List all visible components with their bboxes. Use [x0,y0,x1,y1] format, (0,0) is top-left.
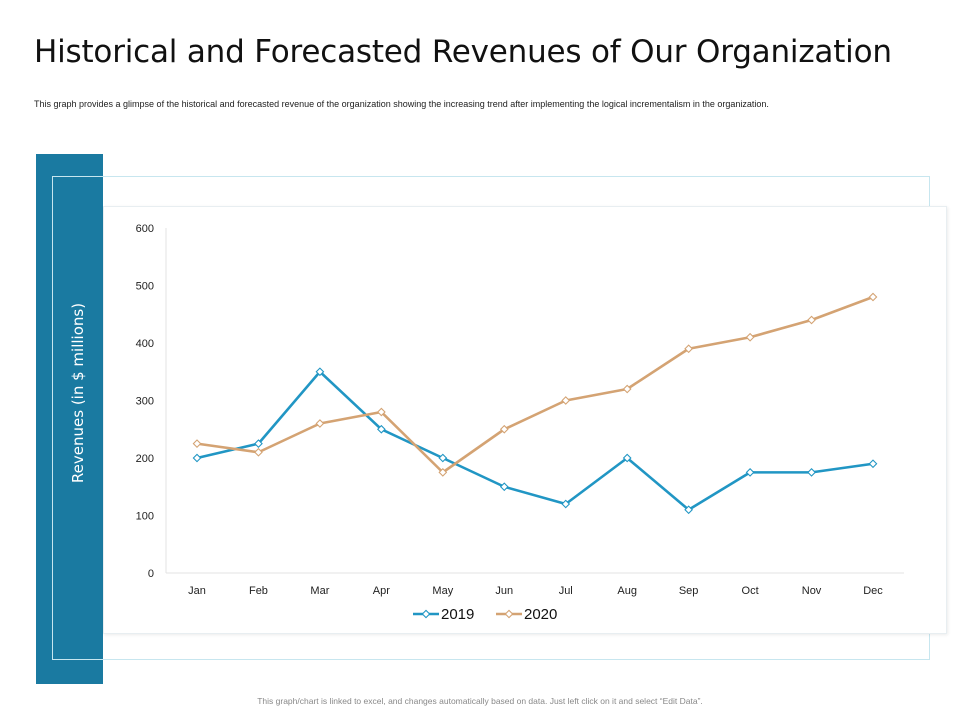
page-subtitle: This graph provides a glimpse of the his… [34,99,769,109]
data-point-2019 [684,505,694,515]
data-point-2019 [254,439,263,449]
data-point-2020 [376,407,386,417]
x-tick-label: Nov [802,585,822,597]
x-tick-label: Dec [863,585,883,597]
data-point-2019 [376,424,386,434]
x-tick-label: Feb [249,585,268,597]
data-point-2020 [192,439,202,449]
legend-label-2020: 2020 [524,606,557,623]
data-point-2019 [561,499,571,509]
data-point-2020 [254,447,263,457]
page-title: Historical and Forecasted Revenues of Ou… [34,34,892,70]
data-point-2019 [315,367,325,377]
data-point-2019 [622,453,632,463]
legend-marker-2020 [504,609,514,619]
x-tick-label: Apr [373,585,390,597]
y-tick-label: 300 [136,396,154,408]
y-tick-label: 200 [136,453,154,465]
data-point-2020 [315,419,325,428]
data-point-2020 [438,467,448,477]
data-point-2020 [561,396,571,405]
x-tick-label: Jun [495,585,513,597]
y-tick-label: 600 [136,223,154,235]
data-point-2020 [807,315,816,325]
data-point-2020 [684,344,694,354]
y-tick-label: 500 [136,281,154,293]
x-tick-label: Jul [559,585,573,597]
footer-note: This graph/chart is linked to excel, and… [257,696,703,706]
data-point-2019 [192,453,202,463]
y-tick-label: 400 [136,338,154,350]
side-accent-bar [36,154,103,684]
legend-label-2019: 2019 [441,606,474,623]
data-point-2020 [499,424,509,434]
data-point-2019 [745,467,755,477]
data-point-2019 [438,453,448,463]
series-line-2019 [195,370,875,512]
data-point-2020 [745,332,755,342]
data-point-2020 [622,384,632,394]
legend-marker-2019 [421,609,431,619]
data-point-2019 [868,459,878,469]
series-line-2020 [195,295,875,474]
x-tick-label: Sep [679,585,699,597]
data-point-2020 [868,292,878,302]
data-point-2019 [499,482,509,492]
x-tick-label: Mar [310,585,329,597]
data-point-2019 [807,467,816,477]
x-tick-label: Oct [742,585,759,597]
x-tick-label: Jan [188,585,206,597]
x-tick-label: Aug [617,585,637,597]
x-tick-label: May [432,585,453,597]
y-tick-label: 0 [148,568,154,580]
y-tick-label: 100 [136,511,154,523]
